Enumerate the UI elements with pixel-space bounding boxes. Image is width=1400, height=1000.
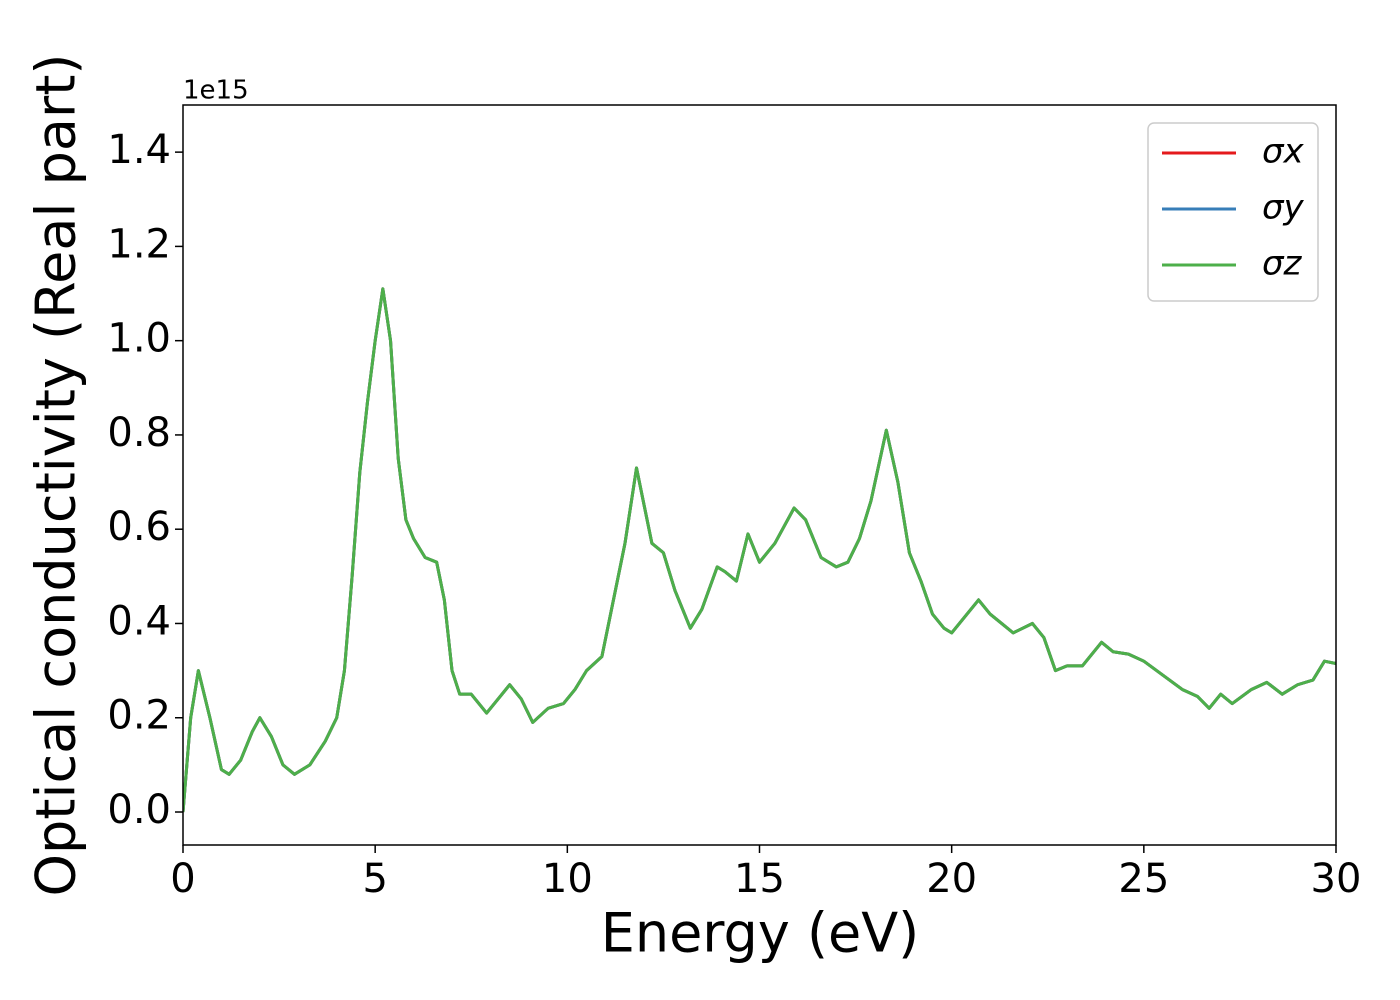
series-line [183, 287, 1336, 813]
legend-label: σz [1262, 244, 1303, 284]
plot-frame [182, 104, 1337, 846]
y-tick-label: 1.0 [107, 316, 171, 362]
x-tick-label: 0 [170, 856, 195, 902]
x-axis-label: Energy (eV) [601, 902, 920, 965]
y-offset-label: 1e15 [183, 76, 249, 106]
y-tick-label: 0.2 [107, 693, 171, 739]
y-tick-label: 1.4 [107, 127, 171, 173]
y-tick-label: 1.2 [107, 221, 171, 267]
y-tick-label: 0.6 [107, 504, 171, 550]
x-tick-label: 30 [1311, 856, 1362, 902]
x-tick-label: 15 [734, 856, 785, 902]
x-tick-label: 10 [542, 856, 593, 902]
y-tick-label: 0.4 [107, 598, 171, 644]
legend-label: σy [1262, 188, 1305, 228]
legend-label: σx [1262, 132, 1305, 172]
y-axis-label: Optical conductivity (Real part) [25, 54, 88, 897]
y-tick-label: 0.0 [107, 787, 171, 833]
legend-box [1147, 122, 1319, 302]
x-tick-label: 5 [362, 856, 387, 902]
x-tick-label: 20 [926, 856, 977, 902]
y-tick-label: 0.8 [107, 410, 171, 456]
x-tick-label: 25 [1118, 856, 1169, 902]
plot-lines [183, 287, 1336, 813]
